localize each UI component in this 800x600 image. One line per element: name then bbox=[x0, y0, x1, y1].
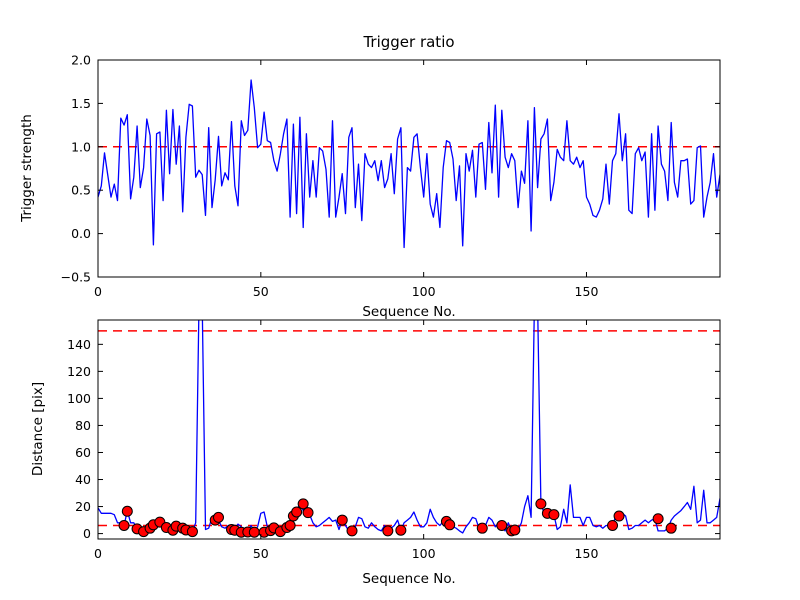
scatter-dot bbox=[346, 525, 358, 537]
scatter-dot bbox=[121, 505, 133, 517]
bottom-plot: Distance [pix] Sequence No. 0 50 100 150 0 20… bbox=[30, 319, 721, 587]
scatter-dot bbox=[535, 498, 547, 510]
x-tick-label: 150 bbox=[575, 284, 599, 299]
scatter-dot bbox=[186, 526, 198, 538]
top-axes: 0 50 100 150 2.0 1.5 1.0 0.5 0.0 −0.5 bbox=[61, 53, 721, 299]
top-plot-xlabel: Sequence No. bbox=[362, 304, 455, 320]
scatter-dot bbox=[284, 519, 296, 531]
y-tick-label: 100 bbox=[67, 391, 91, 406]
scatter-dot bbox=[118, 519, 130, 531]
x-tick-label: 50 bbox=[253, 284, 269, 299]
scatter-dot bbox=[395, 524, 407, 536]
top-plot-ylabel: Trigger strength bbox=[19, 114, 35, 223]
y-tick-label: 2.0 bbox=[71, 53, 91, 68]
bottom-plot-xlabel: Sequence No. bbox=[362, 571, 455, 587]
y-tick-label: 0 bbox=[83, 526, 91, 541]
scatter-dot bbox=[509, 524, 521, 536]
scatter-dot bbox=[212, 511, 224, 523]
scatter-dot bbox=[382, 525, 394, 537]
scatter-dot bbox=[613, 510, 625, 522]
x-tick-label: 0 bbox=[94, 546, 102, 561]
y-tick-label: 0.0 bbox=[71, 226, 91, 241]
y-tick-label: −0.5 bbox=[61, 270, 91, 285]
scatter-dot bbox=[291, 506, 303, 518]
x-tick-label: 150 bbox=[575, 546, 599, 561]
y-tick-label: 1.0 bbox=[71, 139, 91, 154]
scatter-dot bbox=[548, 509, 560, 521]
scatter-dot bbox=[476, 522, 488, 534]
y-tick-label: 80 bbox=[75, 418, 91, 433]
distance-line bbox=[98, 320, 720, 534]
x-tick-label: 50 bbox=[253, 546, 269, 561]
y-tick-label: 40 bbox=[75, 472, 91, 487]
scatter-dot bbox=[444, 519, 456, 531]
x-tick-label: 100 bbox=[412, 546, 436, 561]
scatter-dot bbox=[496, 519, 508, 531]
scatter-dot bbox=[652, 513, 664, 525]
scatter-dot bbox=[302, 507, 314, 519]
scatter-dot bbox=[297, 498, 309, 510]
y-tick-label: 20 bbox=[75, 499, 91, 514]
y-tick-label: 140 bbox=[67, 337, 91, 352]
x-tick-label: 0 bbox=[94, 284, 102, 299]
top-plot: Trigger ratio Trigger strength Sequence … bbox=[19, 33, 721, 320]
scatter-dot bbox=[607, 519, 619, 531]
top-plot-title: Trigger ratio bbox=[362, 33, 454, 51]
y-tick-label: 1.5 bbox=[71, 96, 91, 111]
y-tick-label: 0.5 bbox=[71, 183, 91, 198]
trigger-strength-line bbox=[98, 79, 720, 249]
y-tick-label: 60 bbox=[75, 445, 91, 460]
axes-spines bbox=[97, 59, 721, 278]
x-tick-label: 100 bbox=[412, 284, 436, 299]
axes-spines bbox=[97, 319, 721, 540]
scatter-dot bbox=[665, 522, 677, 534]
y-tick-label: 120 bbox=[67, 364, 91, 379]
scatter-dot bbox=[248, 526, 260, 538]
bottom-plot-ylabel: Distance [pix] bbox=[30, 382, 46, 476]
scatter-dot bbox=[336, 514, 348, 526]
bottom-axes: 0 50 100 150 0 20 40 60 80 100 120 140 bbox=[67, 319, 721, 561]
